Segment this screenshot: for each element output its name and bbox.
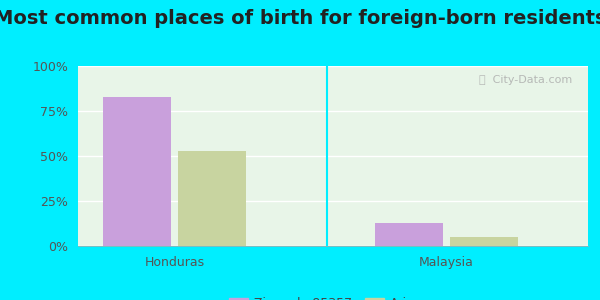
- Text: ⓘ  City-Data.com: ⓘ City-Data.com: [479, 75, 573, 85]
- Bar: [178, 151, 246, 246]
- Text: Most common places of birth for foreign-born residents: Most common places of birth for foreign-…: [0, 9, 600, 28]
- Bar: [450, 237, 518, 246]
- Legend: Zip code 85357, Arizona: Zip code 85357, Arizona: [224, 292, 442, 300]
- Bar: [375, 223, 443, 246]
- Bar: [103, 97, 171, 246]
